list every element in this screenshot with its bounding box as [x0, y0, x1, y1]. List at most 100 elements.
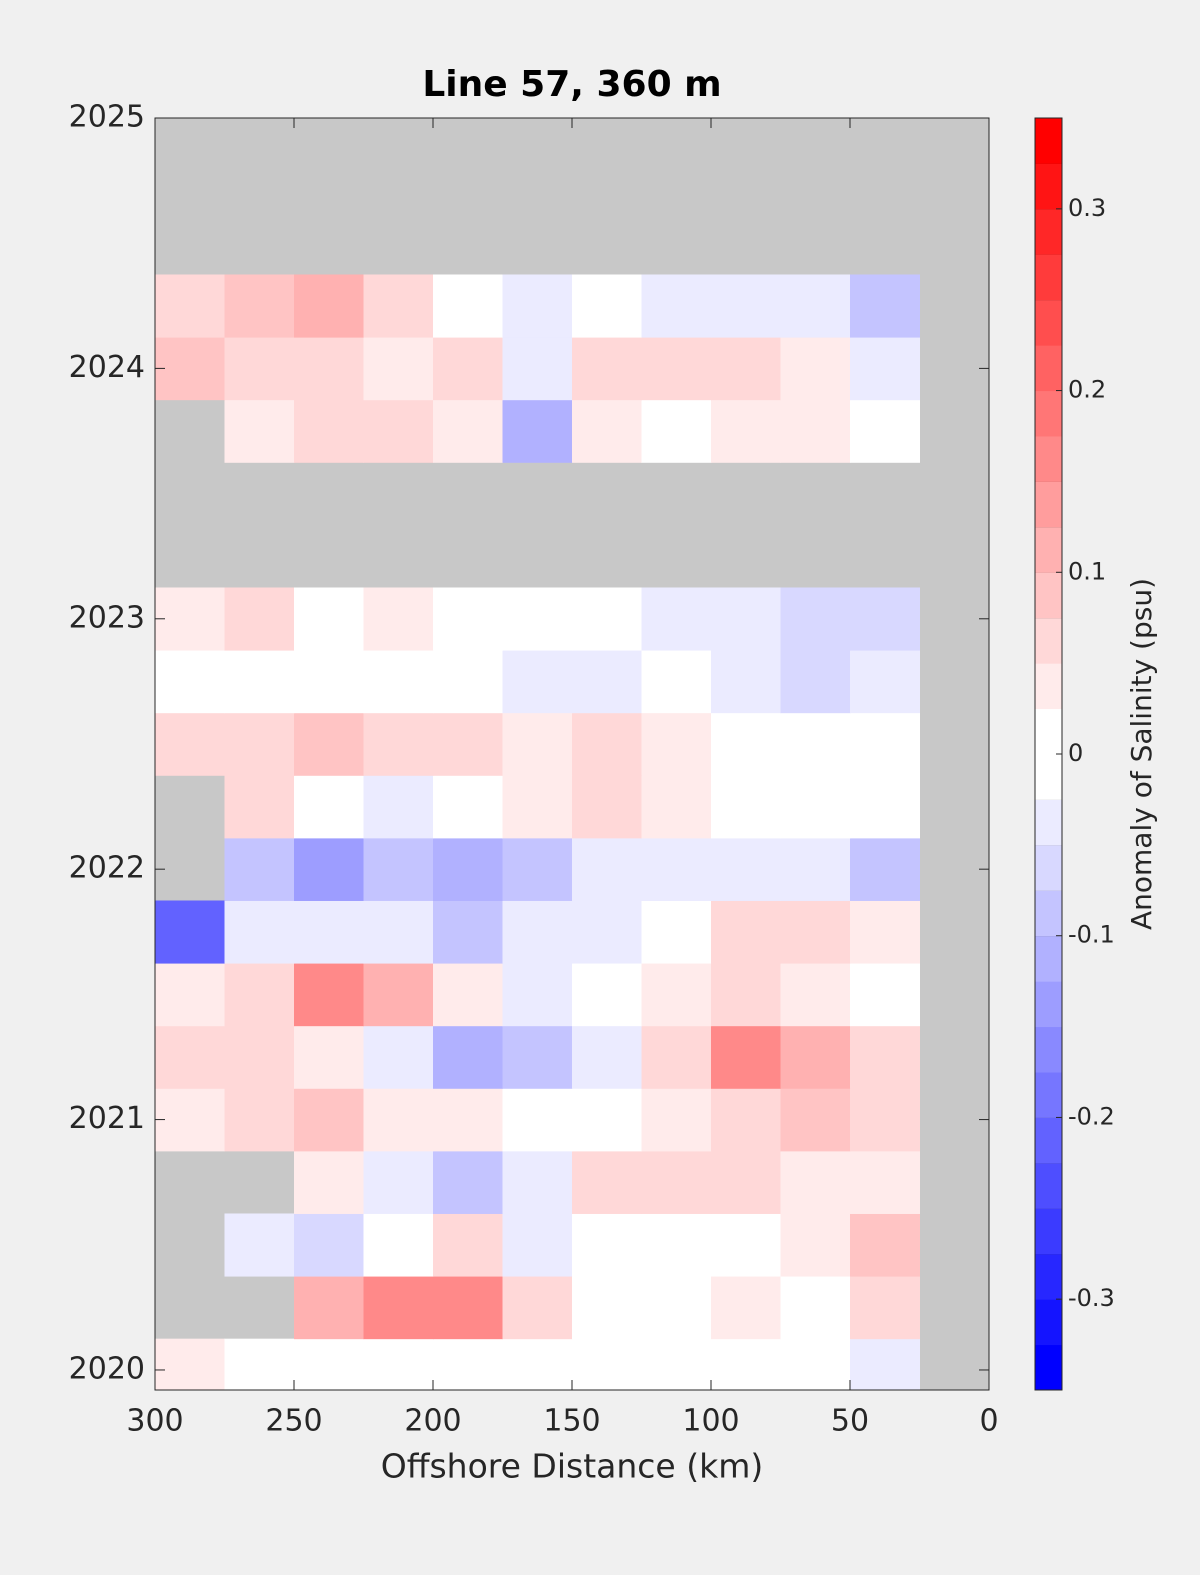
field-cell: [433, 963, 503, 1027]
field-cell: [155, 900, 225, 964]
field-cell: [224, 274, 295, 338]
colorbar-band: [1035, 663, 1062, 710]
field-cell: [502, 963, 573, 1027]
field-cell: [433, 274, 503, 338]
field-cell: [294, 1276, 364, 1340]
field-cell: [433, 1025, 503, 1089]
field-cell: [572, 1150, 642, 1214]
colorbar-band: [1035, 1072, 1062, 1118]
field-cell: [363, 1025, 434, 1089]
colorbar-tick-label: -0.1: [1068, 921, 1115, 949]
field-cell: [433, 900, 503, 964]
colorbar-tick-label: 0: [1068, 739, 1083, 767]
field-cell: [780, 775, 851, 839]
chart-title: Line 57, 360 m: [422, 64, 721, 105]
field-cell: [294, 337, 364, 401]
field-cell: [572, 650, 642, 714]
field-cell: [502, 1150, 573, 1214]
field-cell: [780, 1276, 851, 1340]
field-cell: [780, 650, 851, 714]
field-cell: [363, 399, 434, 463]
field-cell: [780, 900, 851, 964]
field-cell: [502, 337, 573, 401]
field-cell: [363, 900, 434, 964]
field-cell: [572, 1276, 642, 1340]
colorbar-band: [1035, 1026, 1062, 1073]
field-cell: [850, 1276, 920, 1340]
y-tick-label: 2022: [69, 851, 145, 886]
field-cell: [363, 1088, 434, 1152]
field-cell: [363, 712, 434, 776]
field-cell: [363, 274, 434, 338]
field-cell: [294, 399, 364, 463]
field-cell: [850, 837, 920, 901]
colorbar-band: [1035, 299, 1062, 346]
field-cell: [850, 399, 920, 463]
field-cell: [363, 837, 434, 901]
field-cell: [780, 837, 851, 901]
field-cell: [155, 1088, 225, 1152]
field-cell: [572, 900, 642, 964]
field-cell: [433, 775, 503, 839]
field-cell: [780, 1338, 851, 1390]
field-cell: [780, 712, 851, 776]
colorbar-band: [1035, 1208, 1062, 1255]
x-tick-label: 0: [979, 1404, 998, 1439]
colorbar-band: [1035, 208, 1062, 255]
field-cell: [433, 1213, 503, 1277]
field-cell: [850, 900, 920, 964]
field-cell: [711, 1088, 781, 1152]
colorbar-band: [1035, 481, 1062, 528]
field-cell: [502, 1088, 573, 1152]
field-cell: [780, 963, 851, 1027]
colorbar-band: [1035, 345, 1062, 392]
field-cell: [224, 712, 295, 776]
field-cell: [155, 337, 225, 401]
field-cell: [363, 337, 434, 401]
field-cell: [572, 337, 642, 401]
colorbar-tick-label: 0.2: [1068, 376, 1106, 404]
field-cell: [502, 712, 573, 776]
field-cell: [641, 1150, 712, 1214]
field-cell: [572, 963, 642, 1027]
field-cell: [850, 650, 920, 714]
colorbar-tick-label: -0.3: [1068, 1284, 1115, 1312]
colorbar-band: [1035, 1344, 1062, 1391]
field-cell: [294, 274, 364, 338]
field-cell: [433, 837, 503, 901]
colorbar-tick-label: 0.3: [1068, 194, 1106, 222]
field-cell: [850, 1213, 920, 1277]
field-cell: [780, 399, 851, 463]
field-cell: [711, 650, 781, 714]
colorbar-tick-label: -0.2: [1068, 1102, 1115, 1130]
field-cell: [850, 337, 920, 401]
field-cell: [572, 1088, 642, 1152]
y-tick-label: 2020: [69, 1351, 145, 1386]
field-cell: [502, 1025, 573, 1089]
field-cell: [780, 1088, 851, 1152]
field-cell: [224, 1088, 295, 1152]
field-cell: [363, 1338, 434, 1390]
field-cell: [641, 837, 712, 901]
colorbar-band: [1035, 1253, 1062, 1300]
field-cell: [711, 1338, 781, 1390]
field-cell: [850, 1088, 920, 1152]
field-cell: [433, 1088, 503, 1152]
field-cell: [502, 900, 573, 964]
field-cell: [780, 1025, 851, 1089]
field-cell: [641, 775, 712, 839]
field-cell: [641, 650, 712, 714]
field-cell: [711, 775, 781, 839]
colorbar-band: [1035, 1162, 1062, 1209]
field-cell: [780, 337, 851, 401]
field-cell: [224, 399, 295, 463]
field-cell: [224, 963, 295, 1027]
field-cell: [502, 1338, 573, 1390]
field-cell: [294, 650, 364, 714]
field-cell: [502, 274, 573, 338]
field-cell: [502, 1213, 573, 1277]
field-cell: [294, 1150, 364, 1214]
field-cell: [155, 712, 225, 776]
x-tick-label: 200: [404, 1404, 461, 1439]
